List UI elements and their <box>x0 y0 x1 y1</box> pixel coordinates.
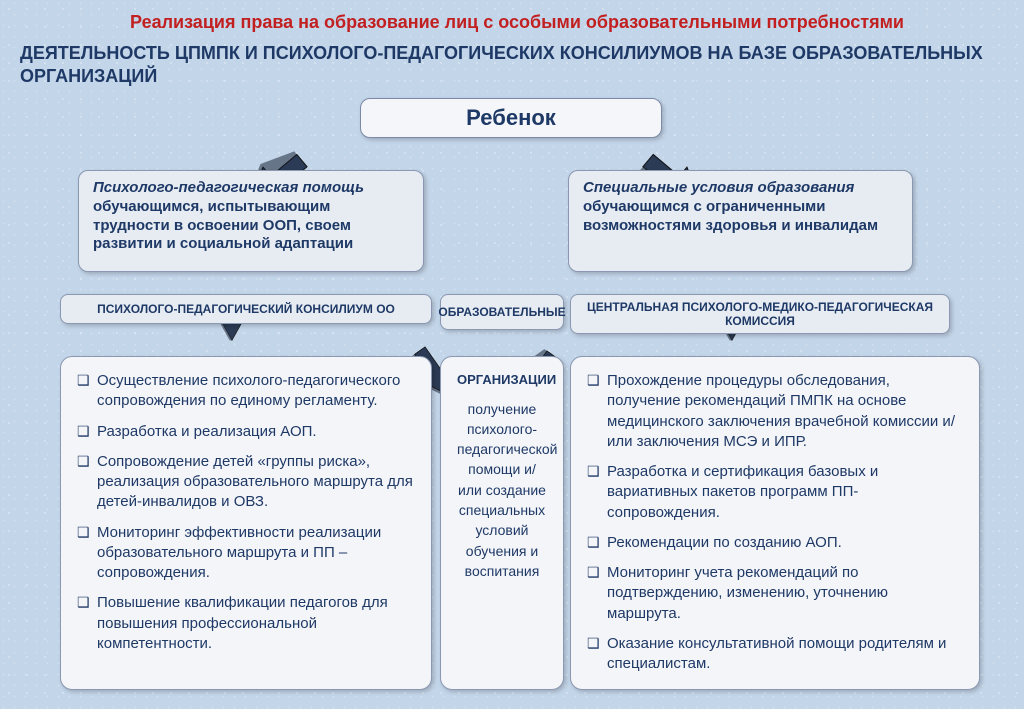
list-item: Рекомендации по созданию АОП. <box>587 533 963 553</box>
band-left: ПСИХОЛОГО-ПЕДАГОГИЧЕСКИЙ КОНСИЛИУМ ОО <box>60 294 432 324</box>
node-right-desc: Специальные условия образования обучающи… <box>568 170 913 272</box>
center-org-desc: получение психолого-педагогической помощ… <box>457 399 547 582</box>
list-item: Прохождение процедуры обследования, полу… <box>587 371 963 452</box>
center-org-label: ОРГАНИЗАЦИИ <box>457 371 547 389</box>
list-item: Оказание консультативной помощи родителя… <box>587 634 963 675</box>
list-item: Разработка и реализация АОП. <box>77 422 415 442</box>
panel-center: ОРГАНИЗАЦИИ получение психолого-педагоги… <box>440 356 564 690</box>
right-bullet-list: Прохождение процедуры обследования, полу… <box>587 371 963 674</box>
panel-right-bullets: Прохождение процедуры обследования, полу… <box>570 356 980 690</box>
left-desc-emph: Психолого-педагогическая помощь <box>93 179 364 196</box>
list-item: Осуществление психолого-педагогического … <box>77 371 415 412</box>
right-desc-emph: Специальные условия образования <box>583 179 854 196</box>
node-child: Ребенок <box>360 98 662 138</box>
node-left-desc: Психолого-педагогическая помощь обучающи… <box>78 170 424 272</box>
page-supertitle: Реализация права на образование лиц с ос… <box>40 12 994 33</box>
list-item: Мониторинг эффективности реализации обра… <box>77 523 415 584</box>
left-bullet-list: Осуществление психолого-педагогического … <box>77 371 415 654</box>
list-item: Мониторинг учета рекомендаций по подтвер… <box>587 563 963 624</box>
list-item: Сопровождение детей «группы риска», реал… <box>77 452 415 513</box>
left-desc-rest: обучающимся, испытывающим трудности в ос… <box>93 198 353 253</box>
page-title: ДЕЯТЕЛЬНОСТЬ ЦПМПК И ПСИХОЛОГО-ПЕДАГОГИЧ… <box>20 42 1004 87</box>
panel-left-bullets: Осуществление психолого-педагогического … <box>60 356 432 690</box>
band-center: ОБРАЗОВАТЕЛЬНЫЕ <box>440 294 564 330</box>
right-desc-rest: обучающимся с ограниченными возможностям… <box>583 198 878 234</box>
band-right: ЦЕНТРАЛЬНАЯ ПСИХОЛОГО-МЕДИКО-ПЕДАГОГИЧЕС… <box>570 294 950 334</box>
list-item: Разработка и сертификация базовых и вари… <box>587 462 963 523</box>
list-item: Повышение квалификации педагогов для пов… <box>77 593 415 654</box>
